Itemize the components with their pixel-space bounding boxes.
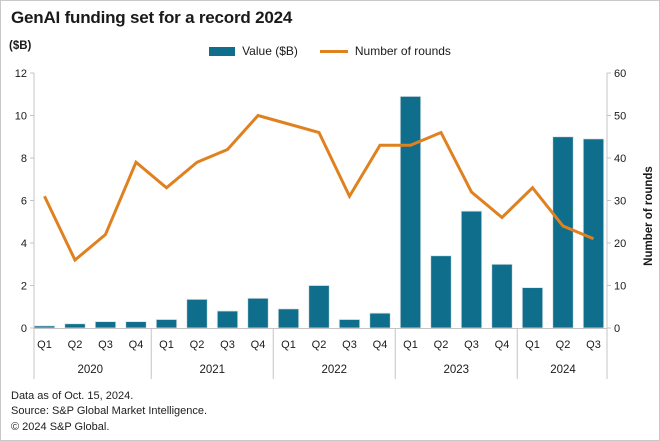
footnote-copyright: © 2024 S&P Global. xyxy=(11,420,110,433)
bar-Q4-7 xyxy=(247,297,269,329)
bar-Q2-1 xyxy=(64,323,86,329)
bar-Q1-4 xyxy=(155,319,178,329)
x-tick-label: Q4 xyxy=(373,339,388,351)
bar-Q3-10 xyxy=(338,319,361,329)
bar-Q2-9 xyxy=(308,285,330,329)
bar-Q3-6 xyxy=(216,310,239,329)
left-tick-label: 10 xyxy=(15,111,27,123)
x-tick-label: Q3 xyxy=(220,339,235,351)
left-axis-unit-label: ($B) xyxy=(9,40,32,52)
legend-item-value: Value ($B) xyxy=(209,44,298,58)
right-tick-label: 60 xyxy=(614,68,626,80)
x-tick-label: Q1 xyxy=(159,339,174,351)
x-tick-label: Q4 xyxy=(251,339,266,351)
bar-Q1-0 xyxy=(33,325,56,329)
bar-Q2-5 xyxy=(186,298,208,329)
legend-label-value: Value ($B) xyxy=(242,44,298,58)
bar-Q1-16 xyxy=(521,287,544,329)
legend-label-rounds: Number of rounds xyxy=(354,44,451,58)
x-tick-label: Q2 xyxy=(312,339,327,351)
x-tick-label: Q3 xyxy=(464,339,479,351)
right-tick-label: 50 xyxy=(614,111,626,123)
x-tick-label: Q2 xyxy=(190,339,205,351)
footnote-source: Source: S&P Global Market Intelligence. xyxy=(11,405,208,417)
bar-Q3-14 xyxy=(460,210,483,329)
left-tick-label: 2 xyxy=(21,281,27,293)
footnote-data-as-of: Data as of Oct. 15, 2024. xyxy=(11,389,134,402)
chart-footnotes: Data as of Oct. 15, 2024. Source: S&P Gl… xyxy=(11,389,207,436)
left-tick-label: 6 xyxy=(21,196,27,208)
x-tick-label: Q4 xyxy=(129,339,144,351)
right-tick-label: 40 xyxy=(614,153,626,165)
year-label-2024: 2024 xyxy=(550,364,576,376)
right-axis-title: Number of rounds xyxy=(643,166,655,266)
chart-title: GenAI funding set for a record 2024 xyxy=(11,8,293,27)
bar-swatch-icon xyxy=(209,46,236,56)
x-tick-label: Q2 xyxy=(556,339,571,351)
bar-Q4-15 xyxy=(491,263,513,329)
bar-Q1-12 xyxy=(399,95,422,329)
left-tick-label: 0 xyxy=(21,323,27,335)
bar-Q2-13 xyxy=(430,255,452,329)
year-label-2022: 2022 xyxy=(321,364,347,376)
x-tick-label: Q1 xyxy=(37,339,52,351)
year-label-2021: 2021 xyxy=(199,364,225,376)
x-tick-label: Q3 xyxy=(586,339,601,351)
x-tick-label: Q4 xyxy=(495,339,510,351)
x-tick-label: Q2 xyxy=(434,339,449,351)
x-tick-label: Q3 xyxy=(342,339,357,351)
x-tick-label: Q1 xyxy=(403,339,418,351)
x-tick-label: Q3 xyxy=(98,339,113,351)
bar-Q4-3 xyxy=(125,321,147,329)
right-tick-label: 20 xyxy=(614,238,626,250)
x-tick-label: Q1 xyxy=(281,339,296,351)
right-tick-label: 10 xyxy=(614,281,626,293)
rounds-line xyxy=(43,113,595,263)
year-label-2020: 2020 xyxy=(77,364,103,376)
bar-Q3-18 xyxy=(582,138,605,329)
bar-Q3-2 xyxy=(94,321,117,329)
legend: Value ($B) Number of rounds xyxy=(1,44,659,58)
bar-Q4-11 xyxy=(369,312,391,329)
left-tick-label: 4 xyxy=(21,238,27,250)
x-tick-label: Q1 xyxy=(525,339,540,351)
right-tick-label: 0 xyxy=(614,323,620,335)
legend-item-rounds: Number of rounds xyxy=(319,44,451,58)
right-tick-label: 30 xyxy=(614,196,626,208)
x-tick-label: Q2 xyxy=(68,339,83,351)
line-swatch-icon xyxy=(319,49,348,53)
left-tick-label: 12 xyxy=(15,68,27,80)
bar-Q1-8 xyxy=(277,308,300,329)
year-label-2023: 2023 xyxy=(443,364,469,376)
left-tick-label: 8 xyxy=(21,153,27,165)
bar-Q2-17 xyxy=(552,136,574,329)
